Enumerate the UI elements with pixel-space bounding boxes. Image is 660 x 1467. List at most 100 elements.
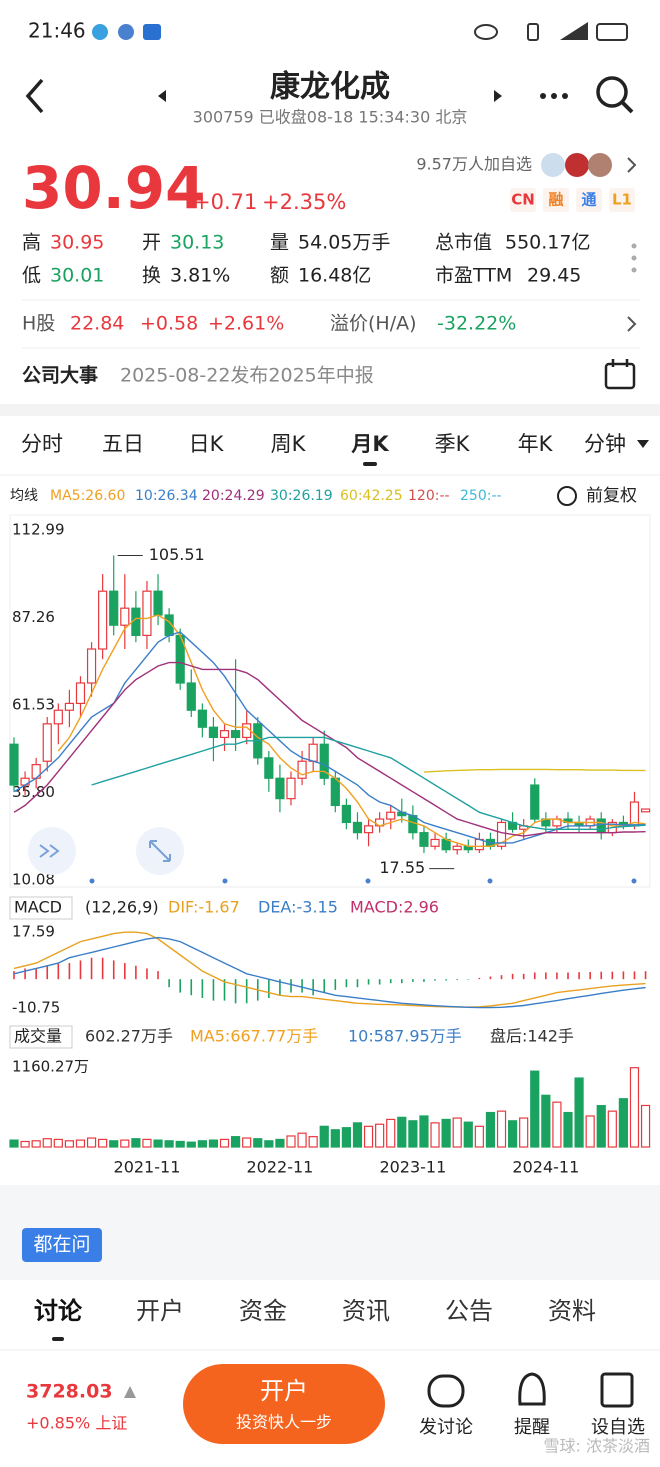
stat-label: 开 [142, 232, 161, 254]
volume-bar [275, 1138, 285, 1148]
ma-line [57, 614, 646, 847]
y-tick-label: 17.59 [12, 923, 55, 941]
volume-bar [42, 1138, 52, 1148]
hshare-change: +0.58 [140, 313, 198, 335]
volume-bar [474, 1125, 484, 1148]
volume-bar [541, 1094, 551, 1148]
badge [510, 188, 536, 212]
candle-body [640, 808, 651, 813]
discuss-icon[interactable] [427, 1374, 465, 1408]
adjust-label[interactable]: 前复权 [586, 486, 637, 506]
volume-bar [164, 1140, 174, 1148]
more-button[interactable] [540, 93, 568, 99]
legend-entry: DEA:-3.15 [258, 898, 338, 917]
y-tick-label: 1160.27万 [12, 1058, 89, 1076]
expand-icon [39, 844, 60, 858]
ma-line [423, 768, 646, 773]
action-label[interactable]: 发讨论 [419, 1417, 473, 1438]
period-tab[interactable]: 周K [271, 432, 307, 456]
panel-title: 成交量 [14, 1027, 62, 1046]
open-account-button[interactable] [183, 1364, 385, 1444]
legend-entry: 120:-- [408, 488, 450, 504]
candle-body [363, 825, 374, 834]
content-tab[interactable]: 开户 [136, 1297, 184, 1325]
period-tab[interactable]: 分时 [21, 432, 63, 456]
volume-bar [485, 1111, 496, 1148]
volume-bar [496, 1110, 507, 1148]
time-dot [631, 878, 637, 884]
content-tab[interactable]: 讨论 [34, 1297, 83, 1325]
volume-bar [629, 1067, 640, 1148]
ask-pill[interactable] [22, 1228, 102, 1262]
legend-entry: MA5:26.60 [50, 488, 125, 504]
battery-icon [596, 23, 628, 41]
volume-bar [463, 1121, 473, 1148]
legend-entry: 20:24.29 [202, 488, 265, 504]
calendar-icon[interactable] [604, 359, 636, 390]
candle-body [186, 682, 196, 711]
watch-icon[interactable] [600, 1372, 634, 1408]
candle-body [596, 818, 606, 834]
period-tab[interactable]: 月K [350, 432, 389, 456]
adjust-icon[interactable] [557, 486, 577, 506]
period-tab[interactable]: 年K [518, 432, 554, 456]
candle-body [120, 607, 130, 626]
alert-icon[interactable] [518, 1372, 546, 1406]
content-tab[interactable]: 资讯 [342, 1297, 390, 1325]
stat-label: 低 [22, 265, 41, 287]
period-tab[interactable]: 五日 [102, 432, 144, 456]
y-tick-label: 112.99 [12, 521, 65, 539]
prev-stock[interactable] [158, 90, 166, 102]
status-icon [143, 24, 161, 40]
y-tick-label: 61.53 [12, 696, 55, 714]
action-label[interactable]: 设自选 [591, 1417, 645, 1438]
y-tick-label: 10.08 [12, 871, 55, 889]
candle-body [142, 590, 152, 636]
volume-bar [607, 1110, 617, 1148]
candle-body [275, 777, 285, 800]
stock-subtitle: 300759 已收盘08-18 15:34:30 北京 [193, 108, 468, 127]
y-tick-label: -10.75 [12, 999, 60, 1017]
content-tab[interactable]: 资金 [239, 1297, 287, 1325]
button-label: 开户 [260, 1377, 308, 1405]
badge-text: 融 [548, 191, 563, 209]
period-tab[interactable]: 日K [189, 432, 225, 456]
volume-bar [253, 1138, 263, 1148]
volume-bar [197, 1140, 207, 1148]
chart-button[interactable] [28, 827, 76, 875]
volume-bar [386, 1118, 396, 1148]
next-stock[interactable] [494, 90, 502, 102]
candle-body [496, 821, 507, 847]
candle-body [231, 730, 241, 739]
period-tab[interactable]: 季K [435, 432, 471, 456]
volume-bar [175, 1140, 185, 1148]
content-tab[interactable]: 资料 [548, 1297, 596, 1325]
chevron[interactable] [627, 157, 637, 173]
volume-bar [31, 1140, 41, 1148]
candle-body [208, 726, 219, 739]
tab-indicator [52, 1337, 64, 1341]
volume-bar [286, 1135, 296, 1148]
volume-bar [430, 1122, 440, 1148]
candle-body [153, 590, 163, 616]
volume-bar [397, 1116, 407, 1148]
period-tab[interactable]: 分钟 [584, 432, 626, 456]
volume-bar [319, 1125, 329, 1148]
volume-bar [552, 1101, 562, 1148]
volume-bar [352, 1122, 363, 1148]
candle-body [98, 590, 108, 650]
time-dot [487, 878, 493, 884]
action-label[interactable]: 提醒 [514, 1417, 550, 1438]
volume-bar [596, 1105, 606, 1148]
badge-text: 通 [581, 191, 596, 209]
followers: 9.57万人加自选 [416, 155, 532, 174]
volume-bar [86, 1137, 97, 1148]
chevron[interactable] [627, 316, 637, 332]
candle-body [386, 811, 396, 820]
back-button[interactable] [25, 78, 44, 114]
legend-entry: DIF:-1.67 [168, 898, 240, 917]
status-icon [118, 24, 134, 40]
legend-entry: 30:26.19 [270, 488, 333, 504]
search-button[interactable] [596, 76, 634, 114]
content-tab[interactable]: 公告 [445, 1297, 493, 1325]
